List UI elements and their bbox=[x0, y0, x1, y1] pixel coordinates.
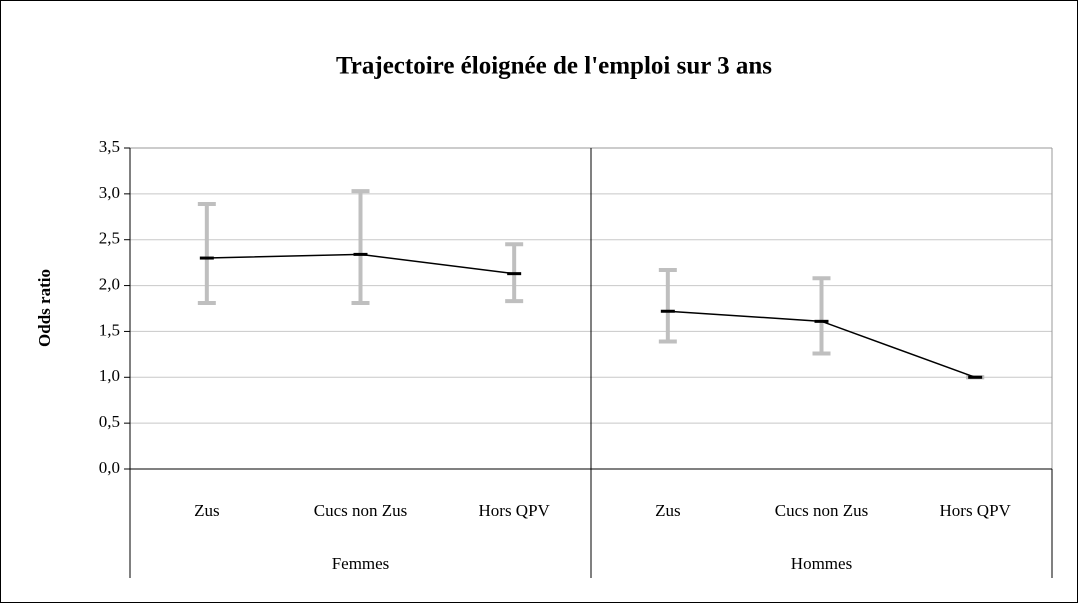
group-label: Femmes bbox=[332, 554, 390, 573]
x-tick-label: Hors QPV bbox=[479, 501, 551, 520]
y-tick-label: 0,5 bbox=[99, 412, 120, 431]
y-tick-label: 3,0 bbox=[99, 183, 120, 202]
y-tick-label: 0,0 bbox=[99, 458, 120, 477]
x-tick-label: Cucs non Zus bbox=[314, 501, 408, 520]
y-tick-label: 3,5 bbox=[99, 137, 120, 156]
x-tick-label: Cucs non Zus bbox=[775, 501, 869, 520]
y-tick-label: 2,5 bbox=[99, 229, 120, 248]
x-tick-label: Hors QPV bbox=[940, 501, 1012, 520]
group-label: Hommes bbox=[791, 554, 852, 573]
y-axis-label: Odds ratio bbox=[35, 269, 54, 347]
y-tick-label: 1,5 bbox=[99, 320, 120, 339]
x-tick-label: Zus bbox=[655, 501, 681, 520]
y-tick-label: 2,0 bbox=[99, 274, 120, 293]
chart-title: Trajectoire éloignée de l'emploi sur 3 a… bbox=[336, 53, 772, 80]
x-tick-label: Zus bbox=[194, 501, 220, 520]
y-tick-label: 1,0 bbox=[99, 366, 120, 385]
